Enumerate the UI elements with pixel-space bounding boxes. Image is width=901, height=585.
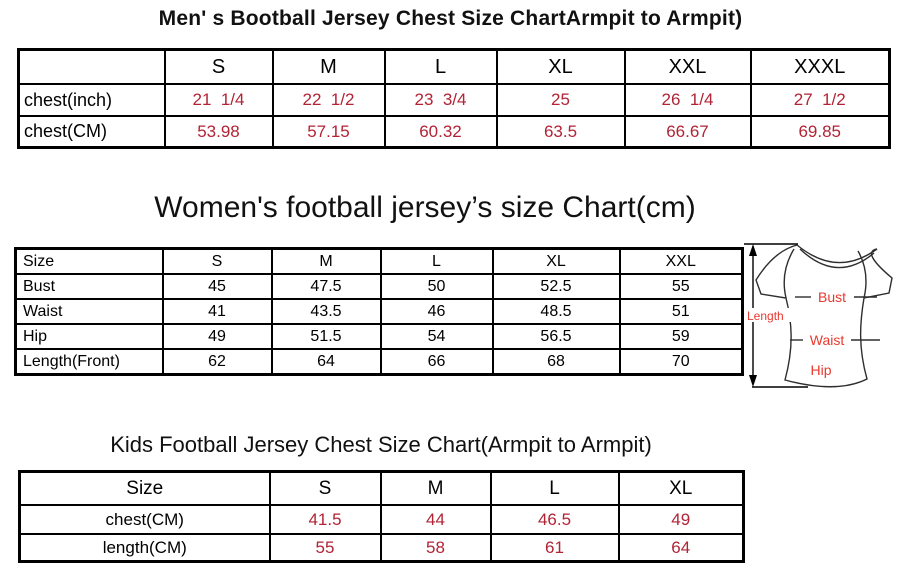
women-bust-row: Bust 45 47.5 50 52.5 55 [14,273,744,300]
men-chest-inch-row: chest(inch) 21 1/4 22 1/2 23 3/4 25 26 1… [17,83,891,117]
size-header-cell: M [271,48,386,85]
value-cell: 53.98 [163,115,274,149]
value-cell: 54 [379,323,494,350]
value-cell: 46.5 [489,504,620,535]
size-header-label: Size [14,247,164,275]
value-cell: 48.5 [491,298,621,325]
size-header-cell: S [161,247,273,275]
length-arrow [744,243,808,388]
men-size-table: S M L XL XXL XXXL chest(inch) 21 1/4 22 … [17,48,891,149]
size-header-cell: S [268,470,382,506]
value-cell: 66.67 [623,115,752,149]
size-header-cell: XXL [618,247,744,275]
value-cell: 59 [618,323,744,350]
value-cell: 49 [161,323,273,350]
value-cell: 47.5 [270,273,382,300]
value-cell: 46 [379,298,494,325]
value-cell: 51.5 [270,323,382,350]
value-cell: 22 1/2 [271,83,386,117]
kids-size-table: Size S M L XL chest(CM) 41.5 44 46.5 49 … [18,470,745,563]
kids-length-row: length(CM) 55 58 61 64 [18,533,745,563]
size-header-label: Size [18,470,271,506]
value-cell: 61 [489,533,620,563]
men-chest-cm-row: chest(CM) 53.98 57.15 60.32 63.5 66.67 6… [17,115,891,149]
value-cell: 44 [379,504,492,535]
tshirt-diagram-svg: Length Bust Waist Hip [744,243,893,388]
size-header-cell: XXL [623,48,752,85]
row-label-cell: chest(CM) [17,115,166,149]
size-header-cell: L [383,48,498,85]
value-cell: 41.5 [268,504,382,535]
value-cell: 50 [379,273,494,300]
women-header-row: Size S M L XL XXL [14,247,744,275]
women-hip-row: Hip 49 51.5 54 56.5 59 [14,323,744,350]
value-cell: 68 [491,348,621,376]
women-chart-title: Women's football jersey’s size Chart(cm) [154,191,696,224]
row-label-cell: chest(CM) [18,504,271,535]
value-cell: 27 1/2 [749,83,891,117]
value-cell: 66 [379,348,494,376]
value-cell: 57.15 [271,115,386,149]
value-cell: 63.5 [495,115,626,149]
measure-lines [790,296,880,341]
row-label-cell: Length(Front) [14,348,164,376]
value-cell: 23 3/4 [383,83,498,117]
men-chart-title: Men' s Bootball Jersey Chest Size ChartA… [158,7,743,30]
value-cell: 41 [161,298,273,325]
corner-cell [17,48,166,85]
women-waist-row: Waist 41 43.5 46 48.5 51 [14,298,744,325]
size-header-cell: XL [495,48,626,85]
size-header-cell: XL [617,470,745,506]
bust-label: Bust [818,289,846,305]
value-cell: 69.85 [749,115,891,149]
size-header-cell: L [489,470,620,506]
length-label-bg [745,308,791,322]
tshirt-outline [755,244,893,388]
value-cell: 43.5 [270,298,382,325]
value-cell: 21 1/4 [163,83,274,117]
value-cell: 58 [379,533,492,563]
size-header-cell: M [379,470,492,506]
size-header-cell: L [379,247,494,275]
hip-label: Hip [810,362,831,378]
value-cell: 55 [268,533,382,563]
length-label: Length [747,309,784,323]
row-label-cell: length(CM) [18,533,271,563]
value-cell: 52.5 [491,273,621,300]
kids-header-row: Size S M L XL [18,470,745,506]
row-label-cell: Waist [14,298,164,325]
value-cell: 62 [161,348,273,376]
value-cell: 55 [618,273,744,300]
women-length-row: Length(Front) 62 64 66 68 70 [14,348,744,376]
row-label-cell: Bust [14,273,164,300]
value-cell: 60.32 [383,115,498,149]
value-cell: 56.5 [491,323,621,350]
kids-chart-title: Kids Football Jersey Chest Size Chart(Ar… [110,432,652,457]
row-label-cell: Hip [14,323,164,350]
value-cell: 25 [495,83,626,117]
value-cell: 26 1/4 [623,83,752,117]
value-cell: 49 [617,504,745,535]
tshirt-measurement-diagram: Length Bust Waist Hip [744,232,901,395]
value-cell: 45 [161,273,273,300]
waist-label: Waist [810,332,845,348]
size-header-cell: S [163,48,274,85]
size-header-cell: XL [491,247,621,275]
value-cell: 51 [618,298,744,325]
row-label-cell: chest(inch) [17,83,166,117]
value-cell: 64 [617,533,745,563]
size-header-cell: M [270,247,382,275]
women-size-table: Size S M L XL XXL Bust 45 47.5 50 52.5 5… [14,247,744,376]
value-cell: 70 [618,348,744,376]
size-header-cell: XXXL [749,48,891,85]
kids-chest-row: chest(CM) 41.5 44 46.5 49 [18,504,745,535]
men-header-row: S M L XL XXL XXXL [17,48,891,85]
value-cell: 64 [270,348,382,376]
